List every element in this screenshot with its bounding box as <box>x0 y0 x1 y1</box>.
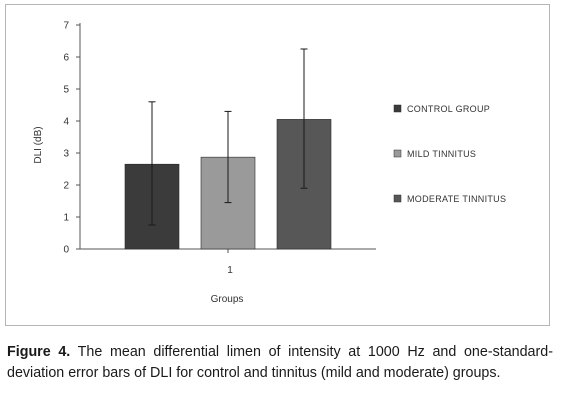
y-tick-label: 7 <box>63 21 69 32</box>
legend-swatch-moderate-tinnitus <box>393 194 402 203</box>
y-tick-label: 4 <box>63 117 69 128</box>
y-tick-label: 5 <box>63 85 69 96</box>
y-tick-label: 3 <box>63 149 69 160</box>
chart-frame: 0 1 2 3 4 5 6 7 1 CONTROL GROUP MILD TINNITUS MODE… <box>5 4 550 326</box>
x-tick-label: 1 <box>227 265 233 276</box>
legend-label-moderate-tinnitus: MODERATE TINNITUS <box>407 194 506 204</box>
legend-label-control-group: CONTROL GROUP <box>407 104 490 114</box>
y-tick-label: 0 <box>63 245 69 256</box>
figure-caption: Figure 4. The mean differential limen of… <box>7 342 553 384</box>
legend-swatch-control-group <box>393 104 402 113</box>
caption-label: Figure 4. <box>7 344 71 360</box>
y-tick-label: 1 <box>63 213 69 224</box>
y-tick-label: 2 <box>63 181 69 192</box>
y-axis-title: DLI (dB) <box>33 126 44 163</box>
legend-label-mild-tinnitus: MILD TINNITUS <box>407 149 476 159</box>
caption-text: The mean differential limen of intensity… <box>7 344 553 381</box>
bar-chart: 0 1 2 3 4 5 6 7 1 CONTROL GROUP MILD TINNITUS MODE… <box>33 21 506 306</box>
y-tick-label: 6 <box>63 53 69 64</box>
x-axis-title: Groups <box>211 294 244 305</box>
legend-swatch-mild-tinnitus <box>393 149 402 158</box>
